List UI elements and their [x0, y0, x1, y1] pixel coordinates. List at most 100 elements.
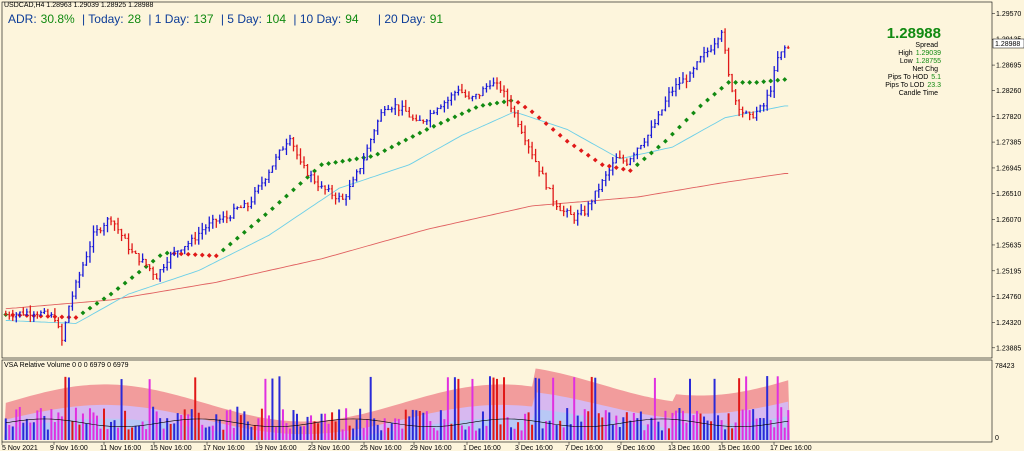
ohlc-bar — [428, 109, 432, 128]
ohlc-bar — [442, 100, 446, 113]
five-day-value: 104 — [266, 12, 287, 26]
volume-bar — [253, 425, 256, 440]
ohlc-bar — [393, 97, 397, 116]
volume-bar — [717, 415, 720, 440]
ohlc-bar — [351, 176, 355, 188]
ohlc-bar — [78, 271, 81, 288]
volume-bar — [197, 412, 200, 440]
price-tick-label: 1.26945 — [996, 165, 1021, 172]
ohlc-bar — [221, 211, 225, 223]
volume-bar — [341, 429, 344, 440]
ohlc-bar — [271, 165, 274, 173]
volume-bar — [113, 420, 116, 440]
volume-bar — [681, 410, 684, 440]
volume-bar — [710, 421, 713, 440]
volume-bar — [243, 411, 246, 440]
ohlc-bar — [425, 119, 429, 125]
time-tick-label: 17 Dec 16:00 — [770, 445, 812, 451]
ma-fast-dot — [185, 251, 191, 257]
ohlc-bar — [407, 106, 411, 118]
volume-bar — [81, 413, 84, 440]
ohlc-bar — [390, 106, 394, 113]
volume-bar — [562, 427, 565, 440]
ma-fast-dot — [452, 114, 458, 120]
ohlc-bar — [523, 125, 527, 146]
ohlc-bar — [485, 83, 488, 93]
volume-bar — [18, 406, 21, 440]
ohlc-bar — [376, 119, 380, 135]
volume-bar — [229, 409, 232, 440]
ohlc-bar — [495, 77, 499, 90]
volume-bar — [190, 409, 193, 440]
volume-bar — [64, 376, 67, 440]
ohlc-bar — [327, 184, 330, 192]
volume-bar — [138, 425, 141, 440]
volume-bar — [520, 430, 523, 440]
volume-bar — [187, 414, 190, 440]
volume-bar — [552, 377, 555, 440]
ohlc-bar — [639, 144, 643, 150]
volume-bar — [643, 430, 646, 440]
volume-bar — [481, 411, 484, 440]
ohlc-bar — [765, 89, 769, 111]
ohlc-bar — [11, 309, 15, 322]
ohlc-bar — [530, 141, 534, 160]
ohlc-bar — [435, 107, 439, 116]
volume-bar — [324, 413, 327, 440]
info-spread: Spread — [885, 42, 941, 50]
ohlc-bar — [362, 153, 366, 175]
volume-bar — [674, 410, 677, 440]
price-tick-label: 1.24760 — [996, 294, 1021, 301]
today-value: 28 — [127, 12, 141, 26]
volume-bar — [566, 408, 569, 440]
ohlc-bar — [127, 233, 130, 255]
ohlc-bar — [400, 100, 404, 116]
volume-bar — [292, 410, 295, 440]
volume-bar — [271, 378, 274, 440]
ohlc-bar — [579, 204, 583, 216]
ohlc-bar — [116, 217, 120, 234]
volume-bar — [317, 423, 320, 440]
volume-max-label: 78423 — [995, 363, 1015, 370]
twenty-day-value: 91 — [429, 12, 444, 26]
ma-fast-dot — [206, 253, 212, 258]
ohlc-bar — [348, 179, 352, 200]
ohlc-bar — [190, 234, 194, 247]
ohlc-bar — [32, 311, 36, 322]
volume-bar — [334, 421, 337, 440]
pips-lod-label: Pips To LOD — [885, 82, 925, 89]
volume-bar — [741, 409, 744, 440]
volume-bar — [615, 415, 618, 440]
volume-bar — [650, 417, 653, 440]
pips-hod-label: Pips To HOD — [887, 74, 929, 81]
volume-bar — [513, 428, 516, 440]
volume-bar — [759, 417, 762, 440]
ten-day-label: | 10 Day: — [293, 12, 342, 26]
volume-bar — [373, 418, 376, 440]
ohlc-bar — [71, 291, 74, 311]
ma-fast-dot — [150, 258, 156, 264]
ohlc-bar — [46, 308, 50, 317]
volume-bar — [425, 411, 428, 440]
volume-bar — [155, 411, 158, 440]
ohlc-bar — [28, 305, 32, 323]
time-tick-label: 9 Dec 16:00 — [617, 445, 655, 451]
volume-bar — [85, 423, 88, 440]
ohlc-bar — [207, 216, 211, 232]
ohlc-bar — [365, 144, 369, 161]
ma-fast-dot — [192, 252, 198, 258]
volume-bar — [306, 416, 309, 440]
volume-bar — [496, 378, 499, 440]
ohlc-bar — [214, 218, 218, 228]
ohlc-bar — [576, 209, 580, 226]
volume-bar — [460, 425, 463, 440]
price-tick-label: 1.28260 — [996, 88, 1021, 95]
volume-bar — [250, 426, 253, 440]
volume-bar — [331, 412, 334, 440]
volume-bar — [706, 420, 709, 440]
ohlc-bar — [664, 96, 667, 112]
ohlc-bar — [246, 202, 250, 212]
volume-bar — [446, 377, 449, 440]
volume-bar — [232, 427, 235, 440]
